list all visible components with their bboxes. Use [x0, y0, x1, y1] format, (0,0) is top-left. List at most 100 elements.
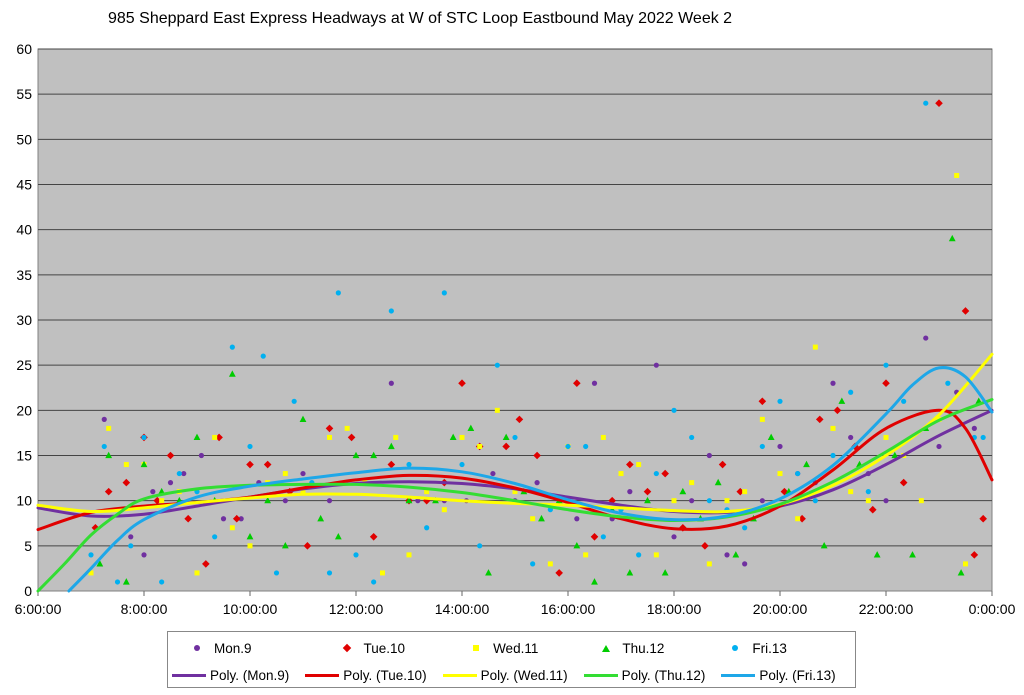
data-point-mon9: [689, 498, 695, 504]
x-axis-ticks: 6:00:00 8:00:00 10:00:00 12:00:00 14:00:00 16…: [15, 591, 1016, 617]
legend-markers-row: Mon.9 Tue.10 Wed.11 Thu.12 Fri.13: [186, 638, 811, 658]
legend-item-tue10: Tue.10: [336, 641, 405, 656]
data-point-tue10: [184, 514, 192, 523]
data-point-wed11: [954, 172, 960, 178]
data-point-wed11: [247, 543, 253, 549]
x-tick-label: 16:00:00: [541, 601, 596, 617]
data-point-tue10: [815, 415, 824, 424]
legend: Mon.9 Tue.10 Wed.11 Thu.12 Fri.13 Poly. …: [167, 631, 856, 688]
y-tick-label: 0: [24, 583, 32, 599]
data-point-tue10: [718, 460, 727, 469]
legend-line-icon: [721, 673, 756, 677]
data-point-mon9: [534, 480, 540, 486]
legend-line-icon: [172, 673, 206, 677]
data-point-fri13: [273, 570, 280, 576]
data-point-fri13: [901, 398, 907, 404]
data-point-fri13: [600, 534, 606, 540]
data-point-mon9: [415, 498, 421, 504]
legend-label-thu12: Thu.12: [622, 640, 665, 656]
data-point-mon9: [388, 380, 394, 386]
data-point-wed11: [212, 434, 218, 440]
data-point-fri13: [742, 525, 748, 531]
data-point-thu12: [370, 451, 378, 459]
data-point-wed11: [380, 570, 385, 576]
data-point-fri13: [945, 380, 951, 386]
data-point-wed11: [830, 425, 836, 431]
x-tick-label: 20:00:00: [753, 601, 808, 617]
x-tick-label: 18:00:00: [647, 601, 702, 617]
data-point-wed11: [918, 498, 924, 504]
data-point-fri13: [141, 434, 147, 441]
data-point-fri13: [247, 443, 253, 450]
data-point-fri13: [459, 461, 465, 468]
legend-label-mon9: Mon.9: [214, 640, 252, 656]
data-point-mon9: [300, 470, 306, 477]
legend-item-poly-wed11: Poly. (Wed.11): [442, 668, 568, 683]
data-point-fri13: [335, 290, 341, 296]
y-tick-label: 50: [16, 131, 32, 147]
data-point-mon9: [181, 470, 187, 477]
data-point-mon9: [830, 380, 836, 386]
data-point-mon9: [591, 380, 598, 386]
data-point-fri13: [883, 362, 889, 368]
data-point-mon9: [326, 498, 333, 504]
chart-title: 985 Sheppard East Express Headways at W …: [108, 10, 732, 27]
y-tick-label: 35: [16, 267, 32, 283]
data-point-fri13: [101, 443, 107, 450]
data-point-tue10: [961, 307, 970, 315]
data-point-thu12: [909, 551, 916, 558]
data-point-wed11: [459, 434, 465, 440]
x-tick-label: 12:00:00: [329, 601, 384, 617]
data-point-tue10: [515, 415, 524, 424]
data-point-wed11: [477, 443, 483, 449]
legend-label-poly-mon9: Poly. (Mon.9): [210, 667, 290, 683]
legend-trendlines-row: Poly. (Mon.9) Poly. (Tue.10) Poly. (Wed.…: [172, 665, 836, 685]
legend-marker-triangle-icon: [594, 641, 616, 655]
data-point-fri13: [114, 579, 121, 585]
legend-label-poly-fri13: Poly. (Fri.13): [759, 667, 836, 683]
data-point-tue10: [882, 379, 890, 388]
data-point-mon9: [653, 362, 659, 368]
data-point-mon9: [141, 552, 147, 558]
data-point-thu12: [158, 487, 166, 495]
data-point-thu12: [96, 560, 104, 567]
data-point-wed11: [393, 434, 399, 440]
y-tick-label: 25: [16, 357, 32, 373]
data-point-tue10: [833, 406, 842, 415]
data-point-tue10: [246, 460, 254, 469]
data-point-thu12: [122, 578, 130, 585]
y-tick-label: 5: [24, 538, 32, 554]
data-point-mon9: [883, 498, 889, 504]
data-point-tue10: [122, 478, 131, 487]
data-point-mon9: [848, 434, 854, 441]
y-tick-label: 55: [16, 86, 32, 102]
data-point-thu12: [891, 451, 899, 459]
data-point-thu12: [193, 433, 201, 441]
legend-marker-diamond-icon: [336, 641, 358, 655]
legend-label-wed11: Wed.11: [493, 640, 539, 656]
data-point-fri13: [212, 534, 218, 540]
data-point-tue10: [458, 379, 466, 388]
legend-item-thu12: Thu.12: [594, 641, 664, 656]
data-point-fri13: [583, 443, 589, 450]
data-point-tue10: [798, 514, 806, 523]
data-point-tue10: [104, 487, 113, 496]
data-point-tue10: [736, 487, 745, 496]
data-point-tue10: [661, 469, 669, 478]
data-point-wed11: [106, 425, 112, 431]
legend-line-icon: [305, 673, 340, 677]
data-point-fri13: [424, 525, 430, 531]
data-point-wed11: [812, 344, 818, 350]
data-point-thu12: [387, 442, 395, 450]
legend-line-icon: [442, 673, 477, 677]
data-point-tue10: [608, 496, 616, 505]
data-point-tue10: [347, 433, 356, 442]
y-tick-label: 10: [16, 493, 32, 509]
legend-label-poly-tue10: Poly. (Tue.10): [343, 667, 427, 683]
data-point-wed11: [706, 561, 712, 567]
data-point-thu12: [299, 415, 307, 422]
x-tick-label: 14:00:00: [435, 601, 490, 617]
x-tick-label: 10:00:00: [223, 601, 278, 617]
data-point-fri13: [795, 470, 801, 477]
legend-marker-circle-icon: [186, 641, 208, 655]
